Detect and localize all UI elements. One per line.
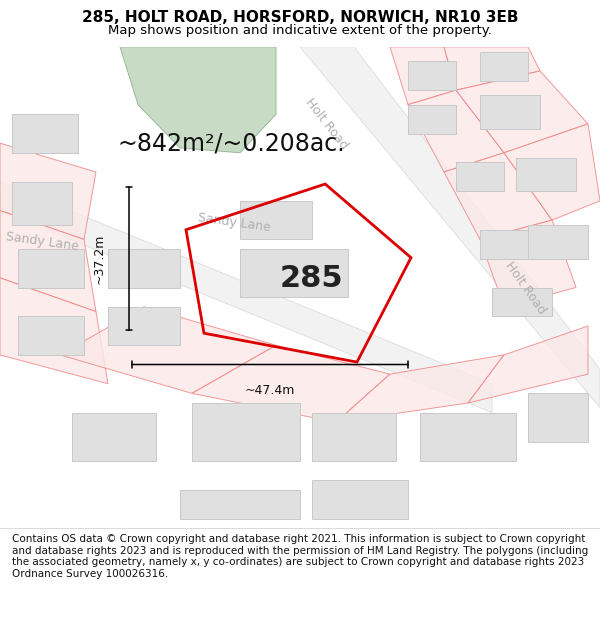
Polygon shape: [240, 201, 312, 239]
Text: ~47.4m: ~47.4m: [245, 384, 295, 398]
Text: Sandy Lane: Sandy Lane: [5, 230, 79, 253]
Polygon shape: [408, 90, 504, 172]
Text: 285: 285: [280, 264, 343, 292]
Text: Contains OS data © Crown copyright and database right 2021. This information is : Contains OS data © Crown copyright and d…: [12, 534, 588, 579]
Polygon shape: [180, 489, 300, 519]
Polygon shape: [0, 182, 492, 412]
Polygon shape: [480, 230, 528, 259]
Polygon shape: [108, 307, 180, 345]
Polygon shape: [108, 249, 180, 288]
Polygon shape: [516, 158, 576, 191]
Text: ~37.2m: ~37.2m: [92, 233, 106, 284]
Text: 285, HOLT ROAD, HORSFORD, NORWICH, NR10 3EB: 285, HOLT ROAD, HORSFORD, NORWICH, NR10 …: [82, 10, 518, 25]
Polygon shape: [0, 211, 96, 311]
Polygon shape: [480, 220, 576, 307]
Polygon shape: [408, 104, 456, 134]
Polygon shape: [336, 355, 504, 422]
Polygon shape: [18, 316, 84, 355]
Text: Holt Road: Holt Road: [502, 259, 548, 316]
Polygon shape: [492, 288, 552, 316]
Polygon shape: [18, 249, 84, 288]
Polygon shape: [0, 278, 108, 384]
Polygon shape: [456, 71, 588, 152]
Polygon shape: [312, 412, 396, 461]
Polygon shape: [408, 61, 456, 90]
Polygon shape: [120, 47, 276, 152]
Polygon shape: [528, 393, 588, 441]
Polygon shape: [420, 412, 516, 461]
Polygon shape: [444, 152, 552, 239]
Polygon shape: [12, 114, 78, 152]
Polygon shape: [390, 47, 456, 104]
Polygon shape: [12, 182, 72, 225]
Polygon shape: [456, 162, 504, 191]
Text: Sandy Lane: Sandy Lane: [197, 211, 271, 234]
Text: Map shows position and indicative extent of the property.: Map shows position and indicative extent…: [108, 24, 492, 36]
Polygon shape: [468, 326, 588, 403]
Polygon shape: [480, 95, 540, 129]
Polygon shape: [240, 249, 348, 297]
Polygon shape: [444, 47, 540, 90]
Text: Holt Road: Holt Road: [303, 96, 351, 152]
Polygon shape: [312, 480, 408, 519]
Polygon shape: [528, 225, 588, 259]
Polygon shape: [192, 403, 300, 461]
Polygon shape: [300, 47, 600, 408]
Polygon shape: [72, 412, 156, 461]
Polygon shape: [192, 345, 390, 423]
Polygon shape: [504, 124, 600, 220]
Polygon shape: [60, 307, 276, 393]
Polygon shape: [0, 143, 96, 239]
Text: ~842m²/~0.208ac.: ~842m²/~0.208ac.: [117, 131, 345, 155]
Polygon shape: [480, 52, 528, 81]
